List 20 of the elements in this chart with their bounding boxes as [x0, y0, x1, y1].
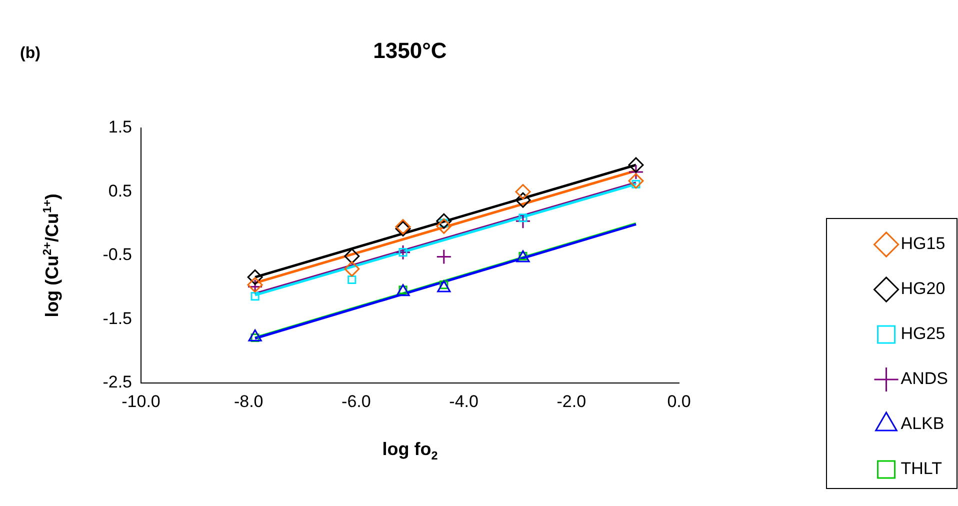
x-tick-label: -4.0	[449, 392, 478, 411]
text: (b)	[20, 45, 40, 62]
legend-label: HG15	[900, 234, 946, 254]
legend-label: ANDS	[900, 369, 948, 388]
y-tick-label: 0.5	[108, 181, 132, 200]
y-tick-label: -2.5	[102, 372, 132, 392]
legend-label: HG25	[900, 324, 946, 344]
legend-label: THLT	[900, 459, 942, 478]
x-tick-label: -6.0	[342, 392, 371, 411]
legend-label: HG20	[900, 279, 946, 298]
y-axis-title: log (Cu2+/Cu1+)	[40, 194, 62, 318]
x-tick-label: -8.0	[234, 392, 264, 411]
x-tick-label: -2.0	[556, 392, 586, 411]
y-tick-label: -1.5	[102, 308, 132, 328]
chart-title: 1350°C	[373, 38, 447, 63]
x-tick-label: -10.0	[122, 392, 160, 411]
legend-label: ALKB	[900, 414, 944, 434]
x-tick-label: 0.0	[667, 392, 691, 411]
y-tick-label: 1.5	[108, 118, 132, 137]
y-tick-label: -0.5	[102, 245, 132, 264]
